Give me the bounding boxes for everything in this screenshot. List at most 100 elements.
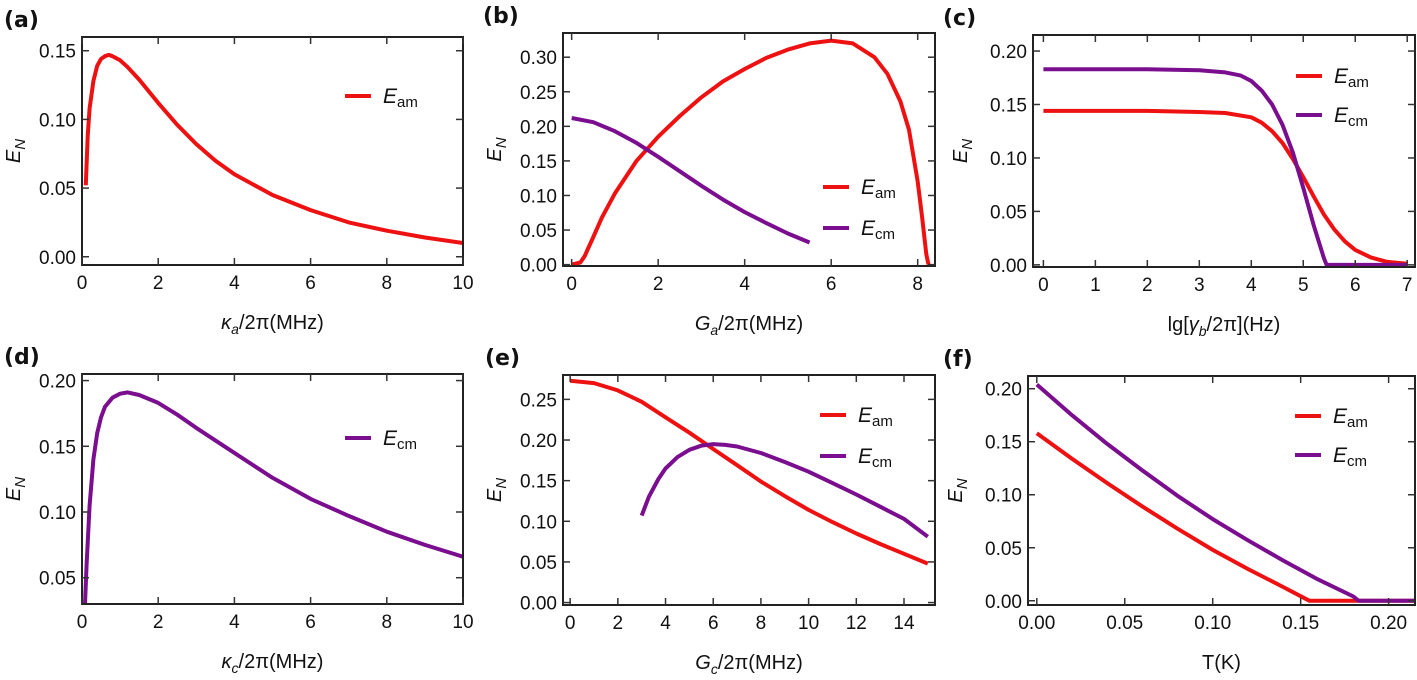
x-axis-title: lg[γb/2π](Hz): [1168, 314, 1281, 339]
x-tick-label: 6: [1350, 275, 1361, 296]
legend-label-ecm: Ecm: [383, 427, 417, 453]
chart-panel-3: (c) 0 1 2 3 4 5 6 7 0.00 0.05 0.10 0.15 0.20 lg[γb/2π]…: [943, 6, 1416, 339]
legend: Eam Ecm: [1296, 65, 1369, 130]
x-tick-label: 1: [1090, 275, 1101, 296]
series-line-ecm: [1043, 67, 1408, 267]
series-line-ecm: [571, 116, 811, 245]
legend: Eam: [345, 85, 418, 111]
legend-label-eam: Eam: [383, 85, 418, 111]
y-tick-label: 0.30: [520, 48, 557, 69]
x-tick-label: 5: [1298, 275, 1309, 296]
legend-label-ecm: Ecm: [861, 217, 895, 243]
y-tick-label: 0.15: [990, 95, 1027, 116]
x-tick-label: 0: [566, 274, 577, 295]
x-tick-label: 4: [229, 273, 240, 294]
x-tick-label: 8: [756, 613, 767, 634]
x-tick-label: 12: [846, 613, 867, 634]
y-tick-label: 0.10: [520, 186, 557, 207]
x-axis-title: Ga/2π(MHz): [695, 313, 803, 338]
x-tick-label: 0.00: [1018, 613, 1055, 634]
y-axis-title: EN: [3, 477, 29, 501]
legend: Eam Ecm: [820, 404, 893, 471]
x-tick-label: 0.10: [1194, 613, 1231, 634]
y-tick-label: 0.15: [520, 152, 557, 173]
series-line-eam: [1043, 108, 1408, 266]
x-tick-label: 10: [452, 612, 473, 633]
x-tick-label: 8: [382, 612, 393, 633]
y-tick-label: 0.10: [39, 110, 76, 131]
x-tick-label: 4: [660, 613, 671, 634]
x-tick-label: 2: [153, 273, 164, 294]
series-line-ecm: [83, 390, 463, 604]
y-tick-label: 0.00: [520, 256, 557, 277]
panel-label: (a): [4, 8, 39, 33]
y-tick-label: 0.25: [520, 390, 557, 411]
legend: Eam Ecm: [823, 176, 896, 243]
x-tick-label: 3: [1194, 275, 1205, 296]
x-tick-label: 10: [452, 273, 473, 294]
x-tick-label: 0.20: [1370, 613, 1407, 634]
plot-frame: [81, 36, 464, 266]
x-tick-label: 2: [653, 274, 664, 295]
x-tick-label: 10: [798, 613, 819, 634]
chart-panel-1: (a) 0 2 4 6 8 10 0.00 0.05 0.10 0.15 κa/2π(MHz) EN Ea…: [3, 8, 474, 337]
y-axis-title: EN: [484, 137, 510, 161]
series-line-eam: [83, 52, 463, 245]
y-tick-label: 0.15: [520, 472, 557, 493]
x-tick-label: 2: [153, 612, 164, 633]
legend-label-eam: Eam: [858, 404, 893, 430]
x-tick-label: 0.15: [1282, 613, 1319, 634]
x-axis-title: κc/2π(MHz): [222, 651, 324, 676]
y-tick-label: 0.20: [990, 42, 1027, 63]
x-tick-label: 4: [739, 274, 750, 295]
y-tick-label: 0.05: [520, 553, 557, 574]
plot-frame: [562, 32, 936, 267]
plot-frame: [1032, 34, 1416, 268]
x-axis-title: Gc/2π(MHz): [695, 652, 802, 677]
panel-label: (f): [943, 347, 973, 372]
chart-panel-2: (b) 0 2 4 6 8 0.00 0.05 0.10 0.15 0.20 0.25 0.30 Ga/2…: [483, 4, 936, 338]
x-tick-label: 0: [77, 612, 88, 633]
panel-label: (b): [483, 4, 519, 29]
x-tick-label: 14: [893, 613, 915, 634]
y-tick-label: 0.15: [985, 433, 1022, 454]
x-tick-label: 4: [1246, 275, 1257, 296]
y-tick-label: 0.10: [520, 512, 557, 533]
plot-frame: [81, 373, 464, 605]
y-axis-title: EN: [3, 139, 29, 163]
y-tick-label: 0.05: [39, 179, 76, 200]
chart-panel-4: (d) 0 2 4 6 8 10 0.05 0.10 0.15 0.20 κc/2π(MHz) EN Ec…: [3, 345, 474, 676]
x-tick-label: 8: [382, 273, 393, 294]
y-axis-title: EN: [945, 478, 971, 502]
legend: Eam Ecm: [1295, 405, 1368, 470]
legend-label-ecm: Ecm: [1334, 104, 1368, 130]
x-tick-label: 0.05: [1106, 613, 1143, 634]
panel-label: (d): [4, 345, 40, 370]
legend-label-eam: Eam: [1333, 405, 1368, 431]
x-tick-label: 6: [708, 613, 719, 634]
series-line-ecm: [639, 442, 929, 539]
y-tick-label: 0.20: [520, 431, 557, 452]
y-axis-title: EN: [484, 478, 510, 502]
x-axis-title: κa/2π(MHz): [221, 312, 324, 337]
x-tick-label: 2: [1142, 275, 1153, 296]
y-tick-label: 0.15: [39, 437, 76, 458]
series-line-ecm: [1035, 382, 1415, 603]
chart-panel-5: (e) 0 2 4 6 8 10 12 14 0.00 0.05 0.10 0.15 0.20 0.25 Gc…: [484, 346, 936, 677]
panel-label: (e): [485, 346, 520, 371]
x-tick-label: 2: [613, 613, 624, 634]
y-tick-label: 0.00: [520, 594, 557, 615]
x-tick-label: 4: [229, 612, 240, 633]
legend-label-ecm: Ecm: [858, 445, 892, 471]
series-line-eam: [571, 38, 931, 266]
x-tick-label: 6: [305, 612, 316, 633]
legend-label-eam: Eam: [861, 176, 896, 202]
y-tick-label: 0.05: [985, 539, 1022, 560]
y-tick-label: 0.10: [985, 486, 1022, 507]
y-tick-label: 0.00: [990, 256, 1027, 277]
y-tick-label: 0.05: [990, 202, 1027, 223]
series-line-eam: [1035, 431, 1415, 603]
x-tick-label: 7: [1402, 275, 1413, 296]
